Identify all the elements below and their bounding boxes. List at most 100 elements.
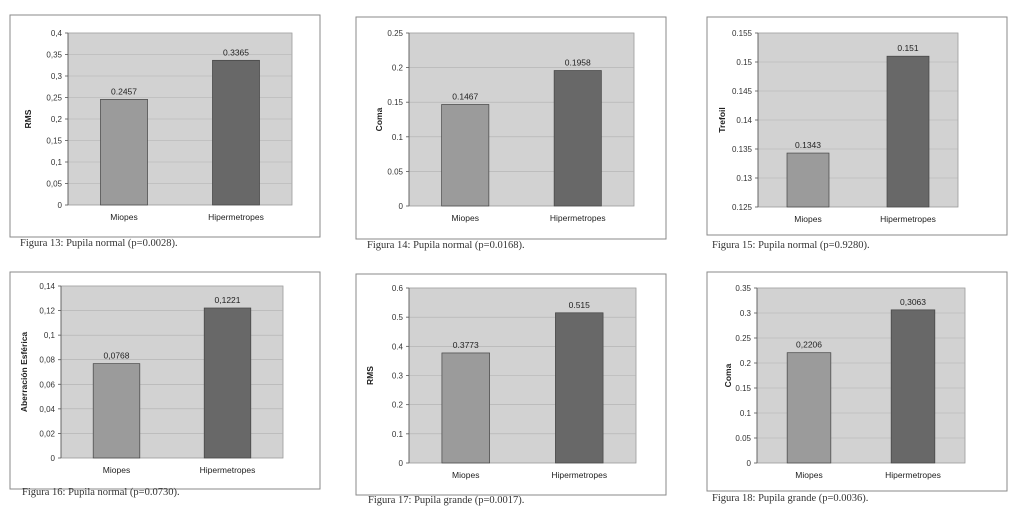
y-axis-label: RMS <box>23 109 33 128</box>
y-tick-label: 0.125 <box>732 203 753 212</box>
bar-hipermetropes <box>203 307 252 459</box>
y-tick-label: 0,08 <box>39 356 55 365</box>
chart-panel-figura-17: 0 0.1 0.2 0.3 0.4 0.5 0.6 0.3773 Miopes 0.515 Hipe… <box>340 255 680 511</box>
bar-chart-figura-17: 0 0.1 0.2 0.3 0.4 0.5 0.6 0.3773 Miopes 0.515 Hipe… <box>355 273 667 496</box>
figure-caption: Figura 14: Pupila normal (p=0.0168). <box>367 240 525 251</box>
data-label: 0.515 <box>569 300 591 310</box>
y-tick-label: 0,35 <box>46 51 62 60</box>
y-tick-label: 0,05 <box>46 180 62 189</box>
x-category-label: Miopes <box>110 212 137 222</box>
x-category-label: Miopes <box>103 465 130 475</box>
y-tick-label: 0.145 <box>732 87 753 96</box>
y-tick-label: 0,02 <box>39 429 55 438</box>
bar-miopes <box>441 352 490 464</box>
y-tick-label: 0.3 <box>392 372 404 381</box>
bar-hipermetropes <box>890 309 936 464</box>
bar-hipermetropes <box>555 312 604 464</box>
y-tick-label: 0.1 <box>392 430 404 439</box>
data-label: 0.2457 <box>111 86 137 96</box>
y-tick-label: 0.6 <box>392 284 404 293</box>
chart-panel-figura-18: 0 0.05 0.1 0.15 0.2 0.25 0.3 0.35 0,2206 Miopes 0,… <box>685 255 1014 511</box>
x-category-label: Miopes <box>794 214 821 224</box>
data-label: 0.1343 <box>795 140 821 150</box>
chart-panel-figura-13: 0 0,05 0,1 0,15 0,2 0,25 0,3 0,35 0,4 0.2457 Miope… <box>0 0 335 255</box>
data-label: 0.151 <box>897 43 919 53</box>
y-tick-label: 0 <box>58 201 63 210</box>
y-tick-label: 0.05 <box>387 167 403 176</box>
y-tick-label: 0 <box>399 459 404 468</box>
figure-caption: Figura 15: Pupila normal (p=0.9280). <box>712 240 870 251</box>
y-tick-label: 0,3 <box>51 72 63 81</box>
bar-chart-figura-15: 0.125 0.13 0.135 0.14 0.145 0.15 0.155 0.1343 Mi… <box>706 16 1008 236</box>
bar-miopes <box>786 352 832 464</box>
bar-miopes <box>92 363 141 459</box>
data-label: 0.1958 <box>565 58 591 68</box>
x-category-label: Hipermetropes <box>550 213 606 223</box>
bar-miopes <box>786 152 830 208</box>
bar-miopes <box>100 98 148 206</box>
bar-chart-figura-13: 0 0,05 0,1 0,15 0,2 0,25 0,3 0,35 0,4 0.2457 Miope… <box>9 14 321 238</box>
y-tick-label: 0.2 <box>392 401 404 410</box>
y-axis-label: Aberración Esférica <box>19 332 29 413</box>
y-tick-label: 0.15 <box>735 384 751 393</box>
figure-caption: Figura 18: Pupila grande (p=0.0036). <box>712 493 869 504</box>
data-label: 0,1221 <box>215 295 241 305</box>
bar-chart-figura-18: 0 0.05 0.1 0.15 0.2 0.25 0.3 0.35 0,2206 Miopes 0,… <box>706 271 1008 492</box>
y-tick-label: 0.1 <box>740 409 752 418</box>
y-tick-label: 0,4 <box>51 29 63 38</box>
y-tick-label: 0,14 <box>39 282 55 291</box>
chart-panel-figura-16: 0 0,02 0,04 0,06 0,08 0,1 0,12 0,14 0,0768 Miopes… <box>0 255 335 511</box>
bar-hipermetropes <box>886 55 930 208</box>
bar-chart-figura-16: 0 0,02 0,04 0,06 0,08 0,1 0,12 0,14 0,0768 Miopes… <box>9 271 321 490</box>
bar-hipermetropes <box>553 70 602 207</box>
data-label: 0.1467 <box>452 91 478 101</box>
x-category-label: Hipermetropes <box>551 470 607 480</box>
y-tick-label: 0 <box>747 459 752 468</box>
y-tick-label: 0 <box>399 202 404 211</box>
figure-caption: Figura 16: Pupila normal (p=0.0730). <box>22 487 180 498</box>
y-tick-label: 0,2 <box>51 115 63 124</box>
x-category-label: Hipermetropes <box>200 465 256 475</box>
y-tick-label: 0,1 <box>44 331 56 340</box>
data-label: 0,2206 <box>796 340 822 350</box>
x-category-label: Miopes <box>452 213 479 223</box>
figure-caption: Figura 17: Pupila grande (p=0.0017). <box>368 495 525 506</box>
x-category-label: Miopes <box>452 470 479 480</box>
data-label: 0.3773 <box>453 340 479 350</box>
x-category-label: Hipermetropes <box>208 212 264 222</box>
data-label: 0,0768 <box>104 351 130 361</box>
y-axis-label: RMS <box>365 366 375 385</box>
x-category-label: Hipermetropes <box>880 214 936 224</box>
y-tick-label: 0,06 <box>39 380 55 389</box>
y-tick-label: 0.25 <box>735 334 751 343</box>
y-tick-label: 0.15 <box>736 58 752 67</box>
data-label: 0.3365 <box>223 47 249 57</box>
figure-caption: Figura 13: Pupila normal (p=0.0028). <box>20 238 178 249</box>
bar-chart-figura-14: 0 0.05 0.1 0.15 0.2 0.25 0.1467 Miopes 0.1958 Hip… <box>355 16 667 240</box>
y-tick-label: 0.135 <box>732 145 753 154</box>
y-tick-label: 0.14 <box>736 116 752 125</box>
chart-panel-figura-15: 0.125 0.13 0.135 0.14 0.145 0.15 0.155 0.1343 Mi… <box>685 0 1014 255</box>
y-tick-label: 0.15 <box>387 98 403 107</box>
y-tick-label: 0.05 <box>735 434 751 443</box>
y-tick-label: 0,04 <box>39 405 55 414</box>
y-tick-label: 0.5 <box>392 313 404 322</box>
data-label: 0,3063 <box>900 297 926 307</box>
y-tick-label: 0.1 <box>392 133 404 142</box>
y-tick-label: 0,1 <box>51 158 63 167</box>
y-tick-label: 0.2 <box>740 359 752 368</box>
y-tick-label: 0.25 <box>387 29 403 38</box>
y-axis-label: Trefoil <box>717 107 727 133</box>
y-axis-label: Coma <box>374 107 384 131</box>
y-tick-label: 0.13 <box>736 174 752 183</box>
y-tick-label: 0.2 <box>392 64 404 73</box>
y-tick-label: 0.3 <box>740 309 752 318</box>
x-category-label: Miopes <box>795 470 822 480</box>
y-tick-label: 0,15 <box>46 137 62 146</box>
y-tick-label: 0,25 <box>46 94 62 103</box>
y-tick-label: 0.155 <box>732 29 753 38</box>
chart-panel-figura-14: 0 0.05 0.1 0.15 0.2 0.25 0.1467 Miopes 0.1958 Hip… <box>340 0 680 255</box>
bar-miopes <box>441 104 490 207</box>
x-category-label: Hipermetropes <box>885 470 941 480</box>
y-tick-label: 0,12 <box>39 307 55 316</box>
